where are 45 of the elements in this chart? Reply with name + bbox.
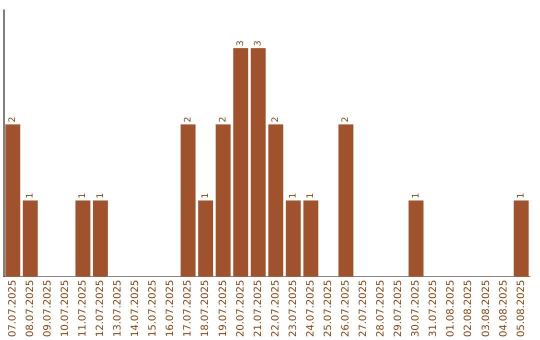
data-label: 1 xyxy=(26,192,36,199)
x-tick-label: 26.07.2025 xyxy=(340,280,352,338)
x-tick-label: 10.07.2025 xyxy=(60,280,71,338)
x-tick-label: 23.07.2025 xyxy=(288,280,299,338)
data-label: 1 xyxy=(78,192,88,199)
x-tick-label: 12.07.2025 xyxy=(95,280,106,338)
x-tick-label: 18.07.2025 xyxy=(200,280,212,338)
x-tick-label: 05.08.2025 xyxy=(516,280,527,338)
x-tick-label: 04.08.2025 xyxy=(498,280,510,338)
x-tick-label: 01.08.2025 xyxy=(446,280,457,338)
x-tick-label: 03.08.2025 xyxy=(480,280,492,338)
data-label: 2 xyxy=(271,116,282,122)
x-tick-label: 29.07.2025 xyxy=(393,280,404,338)
x-tick-label: 02.08.2025 xyxy=(463,280,474,338)
data-label: 3 xyxy=(254,40,264,46)
data-label: 1 xyxy=(288,192,299,199)
x-tick-label: 13.07.2025 xyxy=(112,280,124,338)
x-tick-label: 25.07.2025 xyxy=(322,280,334,338)
x-tick-label: 07.07.2025 xyxy=(7,280,18,338)
x-tick-label: 24.07.2025 xyxy=(305,280,316,338)
x-tick-label: 20.07.2025 xyxy=(235,280,246,338)
x-tick-label: 15.07.2025 xyxy=(148,280,159,338)
data-label: 3 xyxy=(236,40,246,46)
x-tick-label: 09.07.2025 xyxy=(42,280,54,338)
x-tick-label: 27.07.2025 xyxy=(358,280,370,338)
x-tick-label: 22.07.2025 xyxy=(270,280,282,338)
data-label: 2 xyxy=(183,116,194,122)
x-tick-label: 28.07.2025 xyxy=(376,280,387,338)
data-label: 2 xyxy=(218,116,229,122)
x-tick-label: 31.07.2025 xyxy=(428,280,440,338)
data-label: 1 xyxy=(96,192,106,199)
data-label: 1 xyxy=(411,192,422,199)
x-tick-label: 30.07.2025 xyxy=(410,280,422,338)
data-label: 2 xyxy=(8,116,18,122)
data-label: 1 xyxy=(306,192,316,199)
data-label: 1 xyxy=(200,192,211,199)
x-tick-label: 08.07.2025 xyxy=(24,280,36,338)
x-tick-label: 19.07.2025 xyxy=(218,280,229,338)
x-tick-label: 16.07.2025 xyxy=(165,280,176,338)
x-tick-label: 17.07.2025 xyxy=(182,280,194,338)
x-tick-label: 21.07.2025 xyxy=(252,280,264,338)
data-label: 2 xyxy=(341,116,352,122)
data-label: 1 xyxy=(516,192,527,199)
x-tick-label: 11.07.2025 xyxy=(77,280,88,338)
x-tick-label: 14.07.2025 xyxy=(130,280,142,338)
